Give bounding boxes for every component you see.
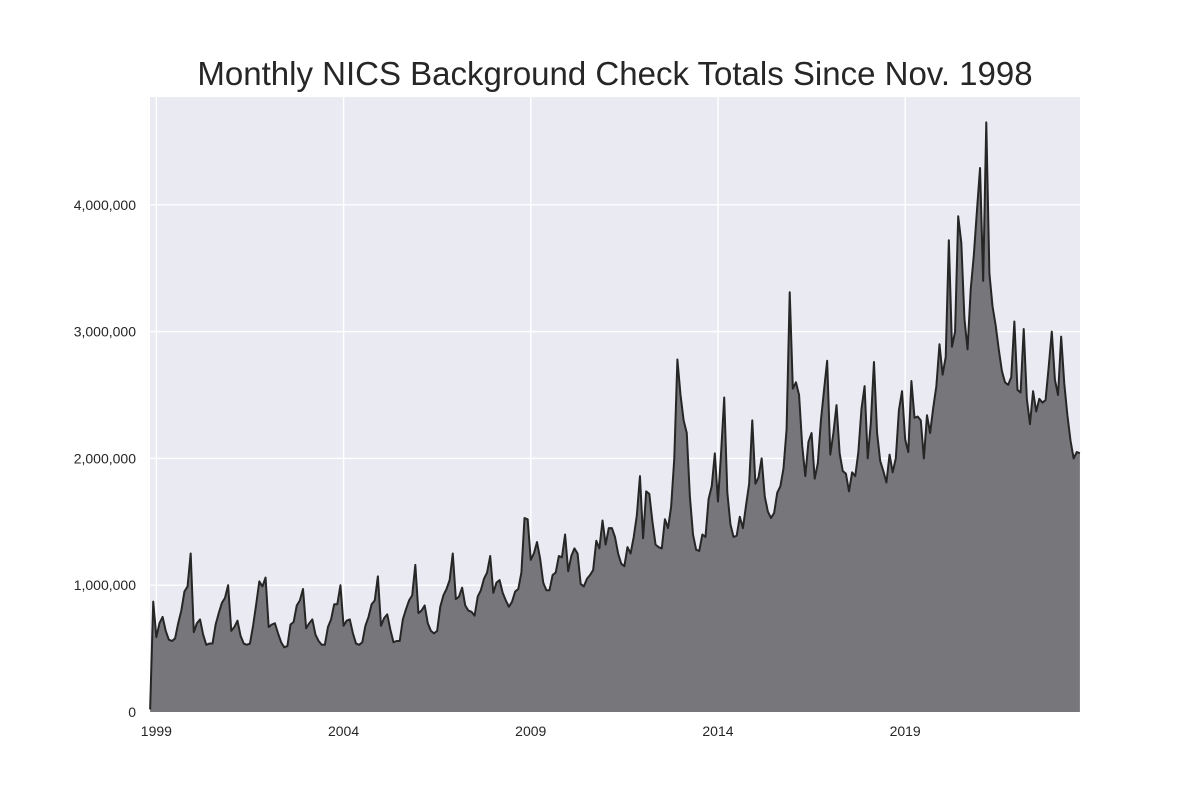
- x-tick-label: 1999: [141, 723, 172, 739]
- y-tick-label: 4,000,000: [74, 197, 136, 213]
- x-tick-label: 2019: [890, 723, 921, 739]
- x-tick-label: 2014: [702, 723, 733, 739]
- y-tick-label: 1,000,000: [74, 577, 136, 593]
- series-line: [149, 121, 1081, 710]
- series-area: [150, 122, 1080, 713]
- y-tick-label: 2,000,000: [74, 450, 136, 466]
- x-tick-label: 2004: [328, 723, 359, 739]
- x-tick-label: 2009: [515, 723, 546, 739]
- y-tick-label: 3,000,000: [74, 324, 136, 340]
- chart-title: Monthly NICS Background Check Totals Sin…: [197, 55, 1033, 92]
- y-tick-label: 0: [128, 704, 136, 720]
